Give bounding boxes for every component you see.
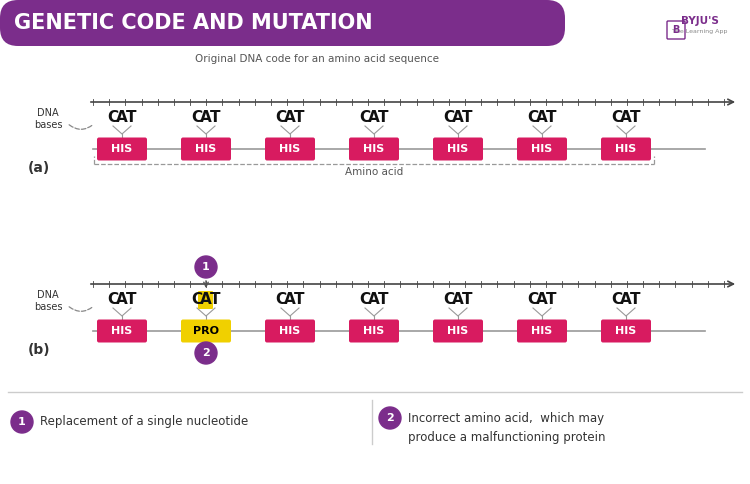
Circle shape xyxy=(195,342,217,364)
FancyBboxPatch shape xyxy=(349,137,399,161)
Text: HIS: HIS xyxy=(111,326,133,336)
Text: A: A xyxy=(200,109,211,124)
Text: 2: 2 xyxy=(202,348,210,358)
Text: (a): (a) xyxy=(28,161,50,175)
Text: DNA
bases: DNA bases xyxy=(34,108,62,130)
Text: A: A xyxy=(200,291,211,306)
Circle shape xyxy=(11,411,33,433)
Text: C: C xyxy=(359,291,370,306)
Text: C: C xyxy=(275,109,286,124)
Text: Original DNA code for an amino acid sequence: Original DNA code for an amino acid sequ… xyxy=(195,54,439,64)
Text: A: A xyxy=(620,109,632,124)
Text: A: A xyxy=(116,291,128,306)
Text: C: C xyxy=(359,109,370,124)
Text: A: A xyxy=(536,291,548,306)
Text: HIS: HIS xyxy=(363,144,385,154)
Text: HIS: HIS xyxy=(279,326,301,336)
Text: The Learning App: The Learning App xyxy=(672,30,728,34)
Text: HIS: HIS xyxy=(447,144,469,154)
FancyBboxPatch shape xyxy=(433,319,483,343)
Text: A: A xyxy=(368,291,380,306)
Text: C: C xyxy=(527,291,538,306)
Text: T: T xyxy=(462,291,472,306)
Text: T: T xyxy=(630,109,640,124)
Text: A: A xyxy=(284,109,296,124)
FancyBboxPatch shape xyxy=(667,21,685,39)
Text: T: T xyxy=(378,291,388,306)
FancyBboxPatch shape xyxy=(601,319,651,343)
Text: HIS: HIS xyxy=(531,144,553,154)
Text: HIS: HIS xyxy=(615,144,637,154)
FancyBboxPatch shape xyxy=(198,291,213,309)
FancyBboxPatch shape xyxy=(433,137,483,161)
Text: T: T xyxy=(126,291,136,306)
Text: A: A xyxy=(536,109,548,124)
Text: C: C xyxy=(107,109,118,124)
Text: HIS: HIS xyxy=(363,326,385,336)
Text: C: C xyxy=(275,291,286,306)
Text: 1: 1 xyxy=(202,262,210,272)
Text: T: T xyxy=(462,109,472,124)
Text: C: C xyxy=(191,109,202,124)
Text: C: C xyxy=(191,291,202,306)
Text: Replacement of a single nucleotide: Replacement of a single nucleotide xyxy=(40,415,248,428)
Text: T: T xyxy=(126,109,136,124)
FancyBboxPatch shape xyxy=(265,137,315,161)
FancyBboxPatch shape xyxy=(349,319,399,343)
Text: A: A xyxy=(452,291,464,306)
FancyBboxPatch shape xyxy=(601,137,651,161)
Text: Amino acid: Amino acid xyxy=(345,167,404,177)
Text: T: T xyxy=(210,109,220,124)
Text: HIS: HIS xyxy=(279,144,301,154)
Text: C: C xyxy=(611,291,622,306)
Text: HIS: HIS xyxy=(195,144,217,154)
Text: C: C xyxy=(611,109,622,124)
Text: C: C xyxy=(443,109,454,124)
Text: T: T xyxy=(210,291,220,306)
Text: A: A xyxy=(116,109,128,124)
Text: HIS: HIS xyxy=(447,326,469,336)
Text: C: C xyxy=(107,291,118,306)
Text: Incorrect amino acid,  which may
produce a malfunctioning protein: Incorrect amino acid, which may produce … xyxy=(408,412,605,444)
Text: 1: 1 xyxy=(18,417,26,427)
Text: A: A xyxy=(620,291,632,306)
FancyBboxPatch shape xyxy=(97,319,147,343)
Text: A: A xyxy=(284,291,296,306)
Circle shape xyxy=(379,407,401,429)
Text: PRO: PRO xyxy=(193,326,219,336)
Text: C: C xyxy=(527,109,538,124)
Circle shape xyxy=(195,256,217,278)
Text: T: T xyxy=(378,109,388,124)
Text: (b): (b) xyxy=(28,343,51,357)
Text: T: T xyxy=(294,109,304,124)
Text: T: T xyxy=(546,291,556,306)
Text: HIS: HIS xyxy=(111,144,133,154)
Text: T: T xyxy=(630,291,640,306)
FancyBboxPatch shape xyxy=(517,137,567,161)
Text: T: T xyxy=(294,291,304,306)
Text: B: B xyxy=(672,25,680,35)
Text: HIS: HIS xyxy=(531,326,553,336)
FancyBboxPatch shape xyxy=(517,319,567,343)
FancyBboxPatch shape xyxy=(265,319,315,343)
Text: BYJU'S: BYJU'S xyxy=(681,16,719,26)
Text: A: A xyxy=(368,109,380,124)
Text: HIS: HIS xyxy=(615,326,637,336)
Text: GENETIC CODE AND MUTATION: GENETIC CODE AND MUTATION xyxy=(14,13,373,33)
FancyBboxPatch shape xyxy=(0,0,565,46)
Text: A: A xyxy=(452,109,464,124)
FancyBboxPatch shape xyxy=(97,137,147,161)
Text: C: C xyxy=(443,291,454,306)
Text: DNA
bases: DNA bases xyxy=(34,290,62,312)
FancyBboxPatch shape xyxy=(181,137,231,161)
FancyBboxPatch shape xyxy=(181,319,231,343)
Text: 2: 2 xyxy=(386,413,394,423)
Text: T: T xyxy=(546,109,556,124)
